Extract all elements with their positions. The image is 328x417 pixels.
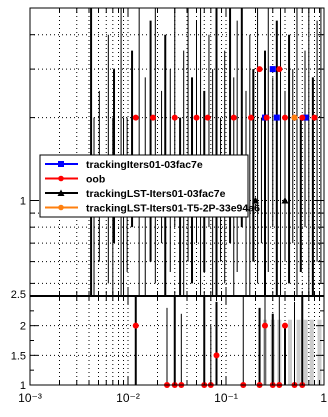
x-tick-label: 1 [320, 391, 327, 405]
x-tick-label: 10⁻² [116, 391, 140, 405]
band-segment [303, 319, 308, 385]
top-grid [29, 7, 324, 296]
legend-marker [58, 175, 64, 182]
data-point [302, 114, 309, 121]
x-tick-label: 10⁻¹ [214, 391, 238, 405]
data-point [291, 114, 298, 121]
data-point [171, 114, 178, 121]
band-segment [317, 319, 322, 385]
legend-label: trackingLST-Iters01-T5-2P-33e94a6 [86, 203, 260, 215]
data-point [263, 114, 270, 121]
y-tick-label: 2.5 [11, 289, 26, 301]
legend-marker [58, 161, 64, 167]
y-tick-label: 2 [20, 321, 26, 333]
data-point [132, 322, 139, 329]
legend-marker [57, 189, 65, 196]
top-pad-frame [29, 7, 325, 297]
legend-label: trackingLST-Iters01-03fac7e [86, 188, 226, 200]
data-point [132, 114, 139, 121]
x-tick-label: 10⁻³ [18, 391, 42, 405]
data-point [204, 114, 211, 121]
data-point [311, 114, 318, 121]
band-segment [296, 319, 301, 385]
data-point [252, 196, 260, 204]
data-point [256, 66, 263, 73]
data-point [269, 66, 276, 73]
data-point [299, 114, 306, 121]
y-tick-label: 1.5 [11, 350, 26, 362]
legend-label: trackingIters01-03fac7e [86, 159, 203, 171]
top-error-bars [90, 8, 322, 296]
y-tick-label: 1 [20, 195, 26, 207]
top-markers [132, 66, 318, 204]
data-point [193, 114, 200, 121]
data-point [282, 114, 289, 121]
data-point [261, 322, 268, 329]
legend-marker [58, 204, 64, 211]
y-tick-label: 1 [20, 380, 26, 392]
axis-ticks [29, 7, 324, 386]
ratio-error-bars [134, 296, 304, 385]
band-segment [309, 319, 314, 385]
legend: trackingIters01-03fac7e oob trackingLST-It… [39, 154, 260, 218]
data-point [248, 114, 255, 121]
data-point [213, 352, 220, 359]
data-point [273, 114, 280, 121]
legend-label: oob [86, 174, 105, 186]
data-point [276, 66, 283, 73]
data-point [281, 196, 289, 204]
band-segment [288, 319, 293, 385]
data-point [230, 114, 237, 121]
data-point [282, 322, 289, 329]
data-point [150, 114, 157, 121]
